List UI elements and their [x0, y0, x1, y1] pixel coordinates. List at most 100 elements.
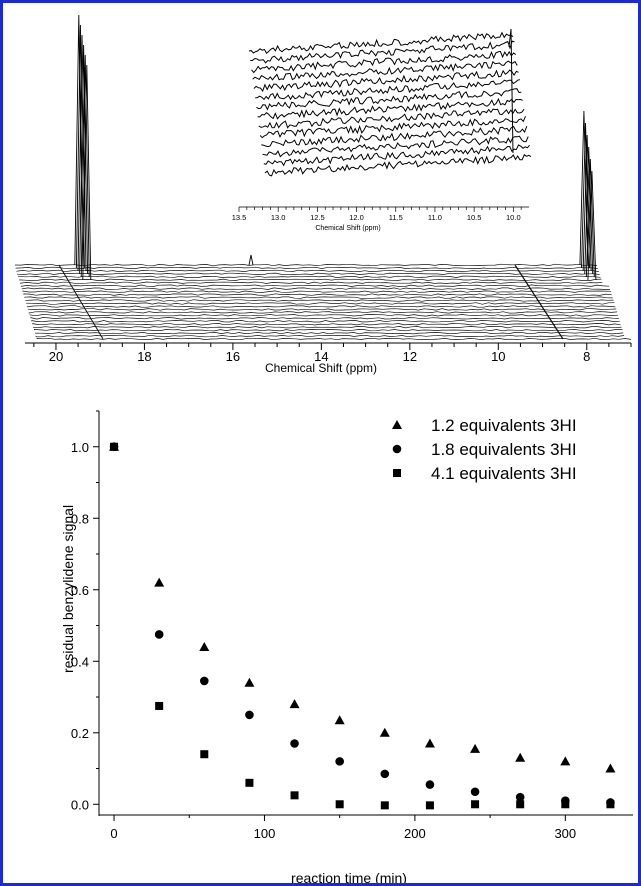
- inset-trace: [259, 116, 526, 139]
- nmr-peaks: [74, 14, 597, 281]
- series-1-point: [289, 699, 300, 709]
- inset-trace: [251, 50, 517, 74]
- series-3-point: [606, 800, 615, 809]
- scatter-y-tick-label: 0.4: [71, 654, 89, 669]
- nmr-peak: [585, 158, 595, 278]
- nmr-trace: [35, 334, 625, 338]
- nmr-trace: [15, 266, 598, 270]
- series-1-point: [379, 727, 390, 737]
- scatter-x-tick-label: 200: [404, 826, 426, 841]
- series-3-point: [471, 800, 480, 809]
- scatter-marks: [109, 441, 616, 810]
- series-1-point: [515, 752, 526, 762]
- scatter-panel: 0.0 0.2 0.4 0.6 0.8 1.0 0 100 200 300 1.2 equival…: [60, 410, 633, 883]
- series-2-point: [290, 739, 299, 748]
- series-3-point: [110, 442, 119, 451]
- scatter-y-tick-label: 0.2: [71, 726, 89, 741]
- inset-trace: [263, 144, 530, 167]
- nmr-x-axis: 20 18 16 14 12 10 8: [25, 342, 632, 364]
- nmr-trace: [25, 299, 614, 302]
- nmr-trace: [26, 305, 616, 308]
- nmr-waterfall-traces: [14, 263, 632, 341]
- nmr-trace: [34, 329, 623, 332]
- series-3-point: [335, 800, 344, 809]
- series-2-point: [245, 710, 254, 720]
- inset-x-tick-label: 13.5: [232, 213, 247, 222]
- nmr-trace: [26, 302, 615, 305]
- nmr-x-tick-label: 20: [49, 349, 63, 364]
- inset-x-tick-label: 12.0: [349, 213, 364, 222]
- nmr-trace: [27, 308, 617, 311]
- nmr-x-tick-label: 8: [583, 349, 590, 364]
- nmr-x-tick-label: 10: [491, 349, 505, 364]
- inset-peak: [508, 28, 514, 154]
- series-2-point: [515, 792, 525, 802]
- nmr-drift-line: [514, 264, 564, 340]
- series-3-point: [290, 791, 299, 800]
- nmr-trace: [20, 284, 610, 287]
- series-1-point: [424, 738, 435, 748]
- legend-label-1: 1.2 equivalents 3HI: [431, 416, 577, 435]
- inset-trace: [253, 69, 519, 93]
- nmr-trace: [28, 311, 618, 314]
- nmr-trace: [35, 331, 624, 335]
- scatter-x-axis-label: reaction time (min): [291, 870, 407, 883]
- series-1-point: [244, 677, 255, 687]
- nmr-x-tick-label: 16: [226, 349, 240, 364]
- inset-x-tick-label: 10.5: [467, 213, 482, 222]
- inset-x-tick-label: 11.5: [389, 213, 403, 222]
- nmr-trace: [23, 293, 612, 296]
- nmr-trace: [17, 272, 600, 276]
- inset-trace: [255, 79, 521, 101]
- nmr-x-tick-label: 14: [314, 349, 328, 364]
- nmr-peak: [82, 64, 92, 281]
- legend-marker-1: [392, 420, 402, 429]
- nmr-peak: [587, 170, 597, 281]
- nmr-trace: [24, 296, 613, 299]
- inset-trace: [252, 60, 518, 81]
- series-3-point: [516, 800, 525, 809]
- scatter-y-tick-label: 1.0: [71, 440, 89, 455]
- series-1-point: [199, 641, 210, 651]
- series-3-point: [561, 800, 570, 809]
- inset-trace: [261, 125, 528, 148]
- series-1-point: [154, 577, 165, 587]
- nmr-trace: [31, 320, 620, 323]
- nmr-trace: [32, 323, 621, 326]
- series-2-point: [154, 630, 164, 639]
- nmr-trace: [18, 275, 601, 278]
- inset-trace: [248, 31, 514, 54]
- inset-x-tick-label: 11.0: [428, 213, 442, 222]
- nmr-x-tick-label: 18: [137, 349, 151, 364]
- legend-marker-3: [393, 469, 401, 477]
- scatter-y-axis-label: residual benzylidene signal: [60, 505, 76, 673]
- series-3-point: [245, 778, 254, 787]
- scatter-y-tick-label: 0.6: [71, 583, 89, 598]
- nmr-trace: [21, 287, 610, 290]
- nmr-x-axis-label: Chemical Shift (ppm): [265, 361, 377, 375]
- series-2-point: [470, 787, 480, 797]
- inset-trace: [262, 135, 529, 158]
- nmr-trace: [22, 290, 611, 293]
- nmr-peak: [80, 54, 90, 278]
- series-3-point: [155, 701, 164, 710]
- figure-canvas: 20 18 16 14 12 10 8 Chemical Shift (ppm) 13.5 1…: [14, 14, 633, 883]
- series-1-point: [470, 743, 481, 753]
- inset-trace: [250, 40, 515, 64]
- scatter-x-tick-label: 300: [554, 826, 576, 841]
- nmr-trace: [36, 337, 632, 341]
- nmr-trace: [16, 269, 599, 273]
- nmr-trace: [29, 314, 619, 317]
- nmr-x-tick-label: 12: [403, 349, 417, 364]
- series-3-point: [380, 801, 389, 810]
- nmr-peak: [79, 44, 89, 275]
- scatter-axes: 0.0 0.2 0.4 0.6 0.8 1.0 0 100 200 300: [71, 410, 633, 841]
- scatter-y-tick-label: 0.8: [71, 511, 89, 526]
- nmr-small-peak: [248, 254, 254, 266]
- series-1-point: [560, 756, 571, 766]
- series-2-point: [335, 757, 344, 766]
- series-2-point: [425, 780, 435, 789]
- inset-trace: [256, 88, 522, 111]
- inset-x-tick-label: 12.5: [310, 213, 325, 222]
